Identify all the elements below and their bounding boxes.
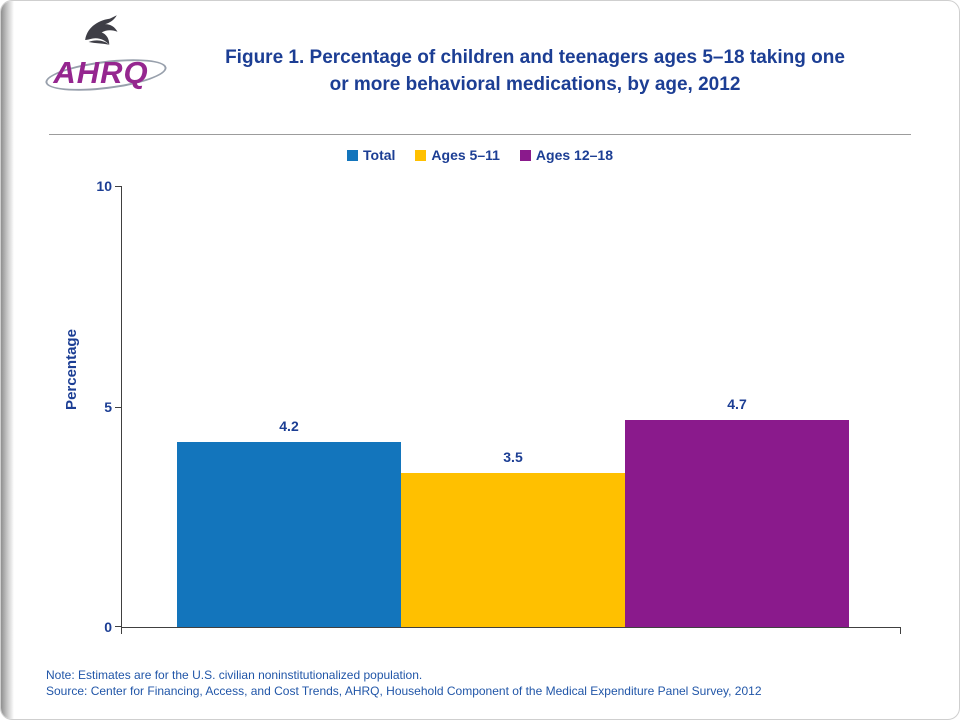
- source-text: Source: Center for Financing, Access, an…: [46, 684, 762, 698]
- y-axis-title: Percentage: [62, 329, 80, 410]
- y-tick-mark-0: [115, 626, 121, 627]
- legend-label-ages-12-18: Ages 12–18: [535, 147, 613, 163]
- ahrq-wordmark: AHRQ: [44, 53, 169, 97]
- legend-label-total: Total: [363, 147, 396, 163]
- bar-group: 4.2 3.5 4.7: [177, 186, 849, 627]
- legend-item-ages-5-11: Ages 5–11: [415, 147, 500, 163]
- note-text: Note: Estimates are for the U.S. civilia…: [46, 668, 423, 682]
- legend-swatch-ages-5-11: [415, 149, 427, 161]
- page-title-line2: or more behavioral medications, by age, …: [329, 73, 741, 95]
- page-title-line1: Figure 1. Percentage of children and tee…: [225, 47, 845, 68]
- x-tick-mark-right: [900, 628, 901, 634]
- y-tick-label-5: 5: [104, 398, 112, 415]
- header-divider: [49, 134, 911, 135]
- chart-legend: Total Ages 5–11 Ages 12–18: [1, 147, 959, 163]
- legend-item-total: Total: [347, 147, 395, 163]
- legend-swatch-ages-12-18: [519, 149, 531, 161]
- left-edge-gradient-strip: [1, 1, 14, 719]
- legend-swatch-total: [347, 149, 359, 161]
- bar-ages-5-11: 3.5: [401, 449, 625, 627]
- bar-value-label-total: 4.2: [279, 417, 299, 434]
- ahrq-logo: AHRQ: [35, 9, 169, 113]
- bar-value-label-ages-5-11: 3.5: [503, 448, 523, 465]
- ahrq-brand-text: AHRQ: [53, 55, 149, 90]
- y-tick-label-0: 0: [104, 619, 112, 635]
- bar-total: 4.2: [177, 418, 401, 627]
- y-tick-mark-5: [115, 406, 121, 408]
- y-tick-mark-10: [115, 186, 121, 187]
- legend-label-ages-5-11: Ages 5–11: [431, 147, 500, 163]
- hhs-eagle-icon: [85, 15, 118, 45]
- bar-value-label-ages-12-18: 4.7: [727, 395, 747, 412]
- page-title: Figure 1. Percentage of children and tee…: [171, 45, 899, 98]
- footer-notes: Note: Estimates are for the U.S. civilia…: [46, 667, 919, 699]
- y-tick-label-10: 10: [96, 178, 112, 194]
- x-tick-mark-left: [121, 628, 122, 634]
- bar-ages-12-18: 4.7: [625, 396, 849, 627]
- legend-item-ages-12-18: Ages 12–18: [519, 147, 613, 163]
- plot-area: 10 5 0 4.2 3.5 4.7: [96, 179, 901, 634]
